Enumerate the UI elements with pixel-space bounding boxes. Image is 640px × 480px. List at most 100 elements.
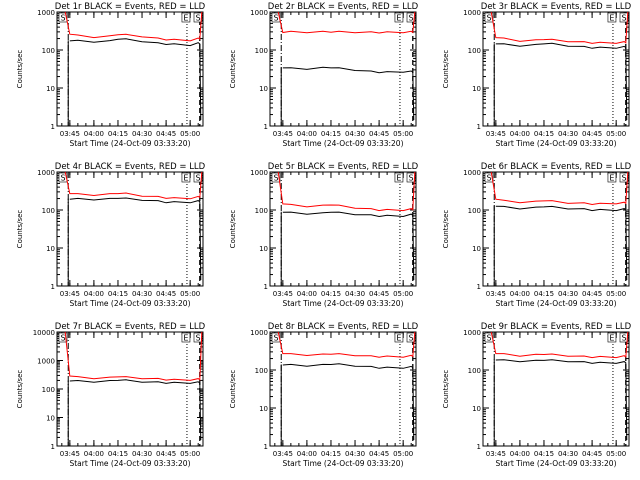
plot-frame [56,11,204,127]
marker-box [181,332,191,343]
x-tick-label: 04:15 [108,130,128,138]
y-axis-label: Counts/sec [442,50,450,89]
x-tick-label: 03:45 [273,290,293,298]
x-tick-label: 03:45 [60,450,80,458]
y-axis-label: Counts/sec [16,210,24,249]
lld-series-line [64,11,203,42]
plot-frame [269,171,417,287]
events-series-line [282,363,415,441]
lld-series-line [490,171,629,206]
x-tick-label: 04:00 [510,290,530,298]
marker-label: E [609,174,614,183]
events-series-line [69,197,202,281]
y-tick-label: 1000 [463,169,481,177]
y-tick-label: 100 [42,47,55,55]
y-tick-label: 1 [264,443,268,451]
x-tick-label: 05:00 [180,450,200,458]
marker-box [607,12,617,23]
y-tick-label: 1000 [250,329,268,337]
events-series-line [69,379,202,441]
panel-title: Det 9r BLACK = Events, RED = LLD [481,322,632,332]
marker-label: S [273,14,278,23]
marker-label: S [408,14,413,23]
x-tick-label: 04:45 [369,130,389,138]
marker-label: E [396,334,401,343]
x-tick-label: 03:45 [486,450,506,458]
x-tick-label: 03:45 [486,130,506,138]
y-tick-label: 1000 [250,9,268,17]
y-tick-label: 100 [255,207,268,215]
x-tick-label: 04:45 [582,450,602,458]
y-tick-label: 10 [472,405,481,413]
x-tick-label: 04:30 [345,290,365,298]
marker-label: E [183,334,188,343]
x-tick-label: 04:00 [510,450,530,458]
marker-label: S [60,174,65,183]
y-axis-label: Counts/sec [16,370,24,409]
panel-title: Det 7r BLACK = Events, RED = LLD [55,322,206,332]
y-tick-label: 10 [472,85,481,93]
marker-label: S [486,334,491,343]
marker-label: S [486,14,491,23]
x-axis-label: Start Time (24-Oct-09 03:33:20) [282,459,403,468]
panel-title: Det 8r BLACK = Events, RED = LLD [268,322,419,332]
y-tick-label: 1 [477,443,481,451]
marker-box [58,332,68,343]
marker-box [484,172,494,183]
y-axis-label: Counts/sec [16,50,24,89]
marker-box [607,332,617,343]
x-tick-label: 04:15 [321,450,341,458]
x-tick-label: 03:45 [273,450,293,458]
plot-frame [56,171,204,287]
x-tick-label: 05:00 [606,130,626,138]
marker-box [193,172,203,183]
marker-box [181,172,191,183]
marker-box [271,172,281,183]
detector-panel-5: Det 5r BLACK = Events, RED = LLD 1 10 100 10… [229,162,419,308]
events-series-line [495,359,628,441]
y-tick-label: 1 [477,283,481,291]
x-tick-label: 04:45 [369,450,389,458]
detector-panel-1: Det 1r BLACK = Events, RED = LLD 1 10 100 10… [16,2,206,148]
y-tick-label: 10 [46,85,55,93]
lld-series-line [64,171,203,200]
plot-frame [269,331,417,447]
y-tick-label: 1000 [37,358,55,366]
marker-label: E [396,174,401,183]
x-tick-label: 05:00 [393,450,413,458]
marker-box [181,12,191,23]
y-tick-label: 100 [255,367,268,375]
y-tick-label: 1000 [463,9,481,17]
marker-box [394,332,404,343]
plot-frame [269,11,417,127]
x-tick-label: 04:30 [345,450,365,458]
x-axis-label: Start Time (24-Oct-09 03:33:20) [69,459,190,468]
y-tick-label: 1 [264,283,268,291]
y-tick-label: 10 [259,245,268,253]
events-series-line [69,38,202,121]
marker-box [619,332,629,343]
plot-frame [482,11,630,127]
marker-label: S [408,174,413,183]
panel-title: Det 4r BLACK = Events, RED = LLD [55,162,206,172]
lld-series-line [64,331,203,381]
x-tick-label: 04:30 [132,450,152,458]
marker-label: S [195,174,200,183]
lld-series-line [490,331,629,359]
y-tick-label: 100 [468,47,481,55]
y-tick-label: 100 [468,207,481,215]
y-tick-label: 1000 [37,9,55,17]
panel-title: Det 1r BLACK = Events, RED = LLD [55,2,206,12]
x-tick-label: 04:45 [156,450,176,458]
marker-label: S [195,334,200,343]
y-axis-label: Counts/sec [442,210,450,249]
y-tick-label: 10 [472,245,481,253]
x-tick-label: 04:15 [534,130,554,138]
x-tick-label: 05:00 [180,290,200,298]
lld-series-line [490,11,629,44]
x-tick-label: 04:00 [84,450,104,458]
y-tick-label: 1000 [463,329,481,337]
y-tick-label: 100 [468,367,481,375]
x-axis-label: Start Time (24-Oct-09 03:33:20) [495,459,616,468]
marker-label: S [60,14,65,23]
